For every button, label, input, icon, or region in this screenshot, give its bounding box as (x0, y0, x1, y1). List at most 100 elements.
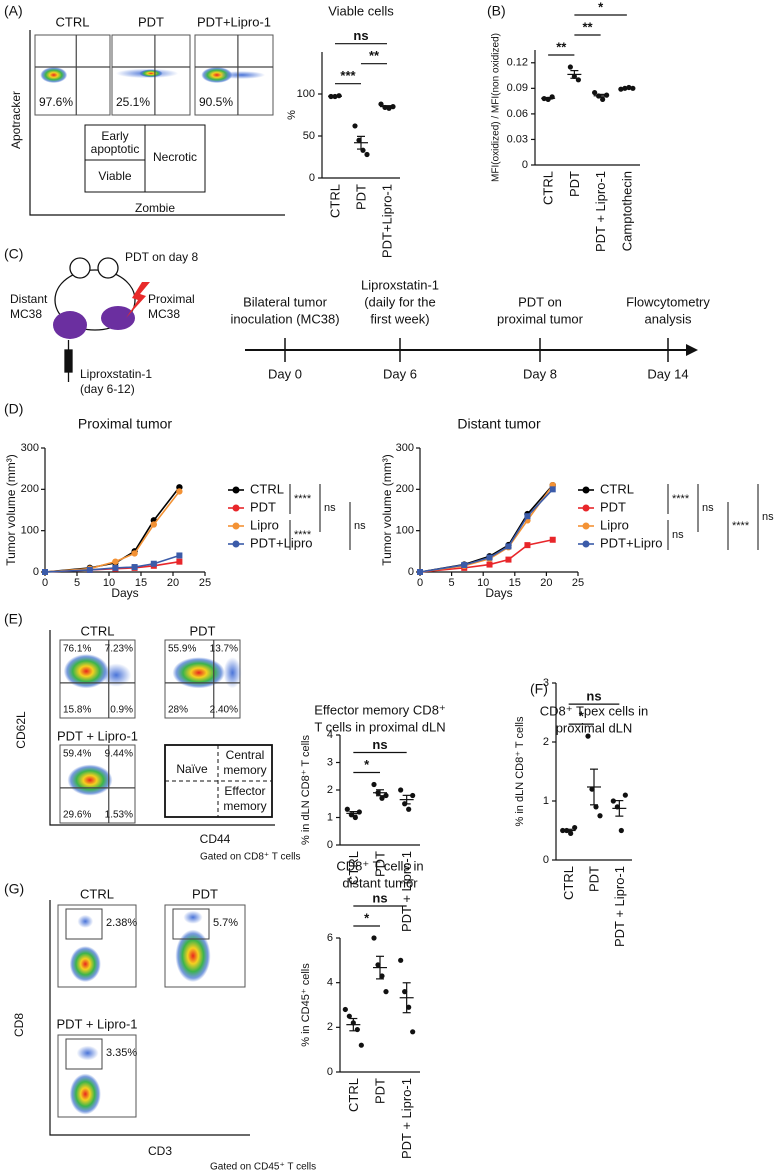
significance-label: ns (324, 502, 336, 514)
data-point (604, 92, 610, 98)
y-axis-label: % in dLN CD8⁺ T cells (300, 735, 312, 845)
timeline-event: Liproxstatin-1 (361, 277, 439, 292)
y-tick-label: 300 (21, 442, 39, 454)
data-point (131, 564, 138, 571)
y-tick-label: 200 (21, 483, 39, 495)
y-tick-label: 100 (21, 525, 39, 537)
data-point (352, 814, 358, 821)
timeline (245, 344, 698, 356)
panel-label: (F) (530, 681, 548, 697)
significance-label: ns (353, 28, 368, 43)
y-tick-label: 0 (543, 854, 549, 866)
plot-label: PDT (190, 623, 216, 638)
panel-label: (B) (487, 3, 506, 19)
legend-label: PDT (600, 499, 626, 514)
x-tick-label: 20 (167, 577, 179, 589)
timeline-event: Flowcytometry (626, 294, 710, 309)
data-point (610, 798, 616, 804)
gate-box (65, 1038, 103, 1070)
y-tick-label: 0 (408, 566, 414, 578)
data-point (112, 558, 119, 565)
y-tick-label: 50 (303, 130, 315, 142)
x-tick-label: 5 (449, 577, 455, 589)
y-tick-label: 100 (396, 525, 414, 537)
percent-label: 2.40% (210, 705, 238, 716)
data-point (86, 566, 93, 573)
legend-text: memory (223, 799, 266, 813)
percent-label: 55.9% (168, 644, 196, 655)
significance-label: ns (372, 890, 387, 905)
data-point (410, 1029, 416, 1035)
data-point (379, 973, 385, 979)
data-point (597, 813, 603, 819)
legend-text: apoptotic (91, 142, 140, 156)
data-point (150, 560, 157, 567)
y-tick-label: 100 (297, 88, 315, 100)
significance-label: ** (582, 19, 593, 34)
data-point (371, 781, 377, 788)
y-tick-label: 0 (327, 1066, 333, 1078)
data-point (402, 989, 408, 995)
density-cloud (201, 67, 233, 83)
legend-marker (232, 522, 240, 530)
significance-label: *** (340, 68, 356, 83)
x-axis-label: Days (111, 586, 138, 600)
x-tick-label: CTRL (346, 851, 361, 885)
density-cloud (40, 67, 68, 83)
percent-label: 29.6% (63, 810, 91, 821)
panel-label: (A) (4, 3, 23, 19)
data-point (524, 542, 531, 549)
density-cloud (183, 910, 203, 924)
data-point (375, 790, 381, 796)
x-axis-label: CD44 (200, 832, 231, 846)
y-tick-label: 0 (522, 159, 528, 171)
data-point (352, 123, 358, 129)
timeline-event: proximal tumor (497, 311, 584, 326)
data-point (618, 827, 624, 834)
x-axis-label: CD3 (148, 1144, 172, 1158)
x-tick-label: 10 (477, 577, 489, 589)
significance-label: ns (354, 520, 366, 532)
y-tick-label: 0.06 (507, 108, 528, 120)
legend-label: Lipro (600, 517, 629, 532)
plot-label: CTRL (56, 14, 90, 29)
data-point (572, 824, 578, 831)
data-point (354, 1026, 360, 1033)
data-point (342, 1006, 348, 1013)
significance-label: ns (672, 529, 684, 541)
y-axis-label: Tumor volume (mm³) (380, 454, 394, 566)
percent-label: 5.7% (213, 917, 238, 929)
data-point (112, 564, 119, 571)
data-point (410, 792, 416, 799)
y-tick-label: 300 (396, 442, 414, 454)
x-tick-label: 25 (199, 577, 211, 589)
schematic-text: (day 6-12) (80, 382, 135, 396)
data-point (346, 1013, 352, 1019)
percent-label: 97.6% (39, 95, 73, 109)
significance-label: ** (556, 39, 567, 54)
significance-label: ns (762, 511, 774, 523)
data-point (592, 89, 598, 96)
data-point (360, 147, 366, 153)
percent-label: 3.35% (106, 1047, 137, 1059)
data-point (571, 73, 577, 80)
legend-text: memory (223, 763, 266, 777)
density-cloud (77, 914, 94, 928)
timeline-day: Day 0 (268, 366, 302, 381)
legend-text: Central (226, 748, 265, 762)
legend-text: Naïve (176, 762, 208, 776)
timeline-event: PDT on (518, 294, 562, 309)
data-point (622, 792, 628, 798)
x-tick-label: 20 (540, 577, 552, 589)
data-point (176, 552, 183, 559)
gate-note: Gated on CD45⁺ T cells (210, 1162, 316, 1173)
series-line (44, 554, 180, 573)
data-point (378, 101, 384, 107)
plot-label: CTRL (81, 623, 115, 638)
legend-marker (232, 540, 240, 548)
gate-box (172, 908, 210, 940)
density-cloud (218, 71, 266, 79)
plot-label: PDT + Lipro-1 (56, 1016, 137, 1031)
data-point (402, 801, 408, 807)
data-point (461, 561, 468, 568)
